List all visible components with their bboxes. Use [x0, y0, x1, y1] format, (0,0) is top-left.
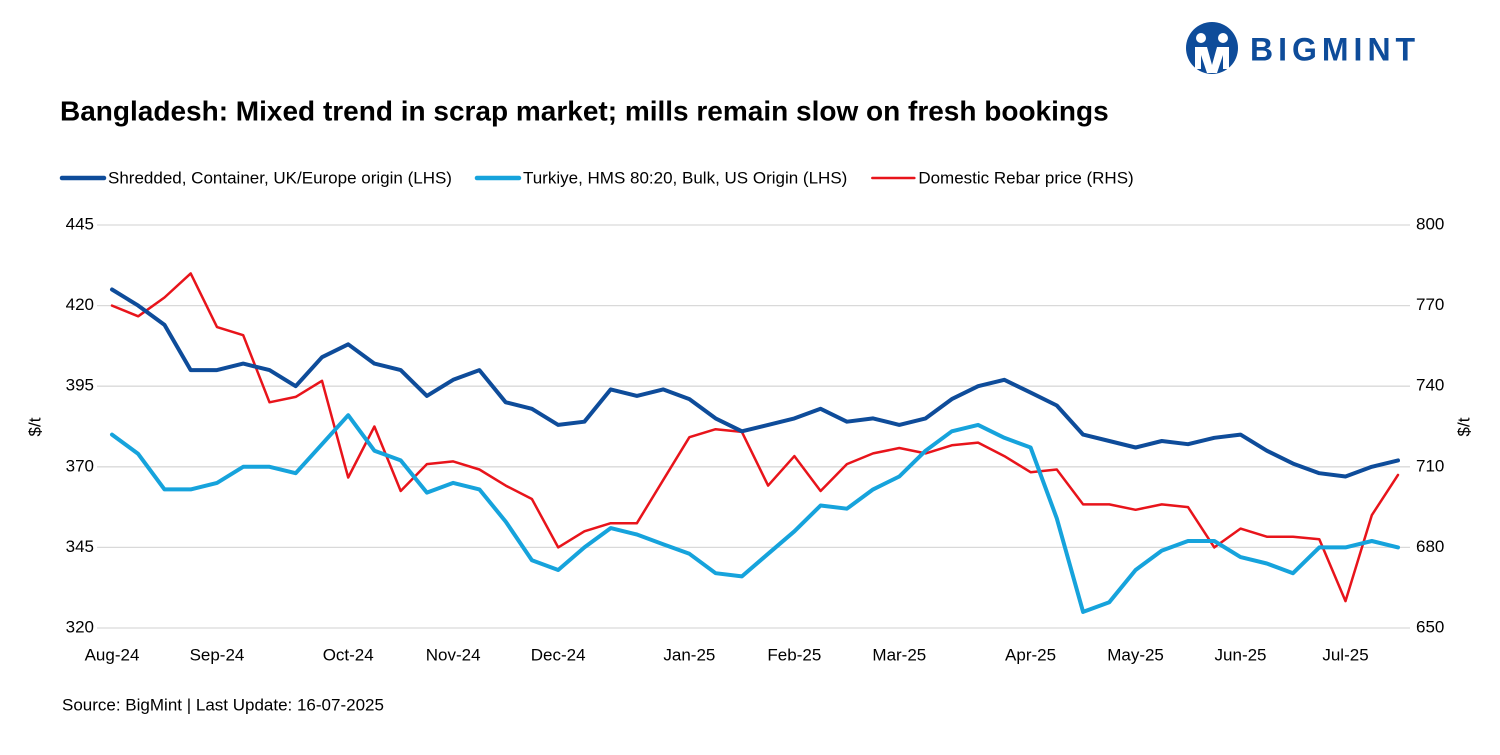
legend-label: Domestic Rebar price (RHS)	[918, 168, 1133, 187]
y2-tick-label: 650	[1416, 617, 1444, 636]
y2-tick-label: 800	[1416, 214, 1444, 233]
y-axis-label: $/t	[25, 417, 44, 436]
y-tick-label: 420	[66, 295, 94, 314]
x-tick-label: Apr-25	[1005, 645, 1056, 664]
x-tick-label: Feb-25	[767, 645, 821, 664]
legend-label: Turkiye, HMS 80:20, Bulk, US Origin (LHS…	[523, 168, 847, 187]
series-line	[110, 272, 1400, 603]
source-note: Source: BigMint | Last Update: 16-07-202…	[62, 695, 384, 714]
x-tick-label: Jul-25	[1322, 645, 1368, 664]
x-tick-label: Nov-24	[426, 645, 481, 664]
y-tick-label: 395	[66, 376, 94, 395]
y2-tick-label: 770	[1416, 295, 1444, 314]
x-tick-label: May-25	[1107, 645, 1164, 664]
x-tick-label: Jan-25	[663, 645, 715, 664]
y-tick-label: 445	[66, 214, 94, 233]
y2-axis-label: $/t	[1454, 417, 1473, 436]
chart-title: Bangladesh: Mixed trend in scrap market;…	[60, 95, 1109, 126]
x-tick-label: Aug-24	[85, 645, 140, 664]
y2-tick-label: 680	[1416, 537, 1444, 556]
series-line	[110, 287, 1400, 479]
y-tick-label: 370	[66, 456, 94, 475]
x-tick-label: Mar-25	[872, 645, 926, 664]
y2-tick-label: 710	[1416, 456, 1444, 475]
y-tick-label: 345	[66, 537, 94, 556]
x-tick-label: Sep-24	[190, 645, 245, 664]
legend-label: Shredded, Container, UK/Europe origin (L…	[108, 168, 452, 187]
logo-text: BIGMINT	[1250, 31, 1420, 67]
logo-icon	[1186, 22, 1238, 74]
x-tick-label: Dec-24	[531, 645, 586, 664]
y2-tick-label: 740	[1416, 376, 1444, 395]
y-tick-label: 320	[66, 617, 94, 636]
x-tick-label: Oct-24	[323, 645, 374, 664]
x-tick-label: Jun-25	[1215, 645, 1267, 664]
series-line	[110, 413, 1400, 614]
